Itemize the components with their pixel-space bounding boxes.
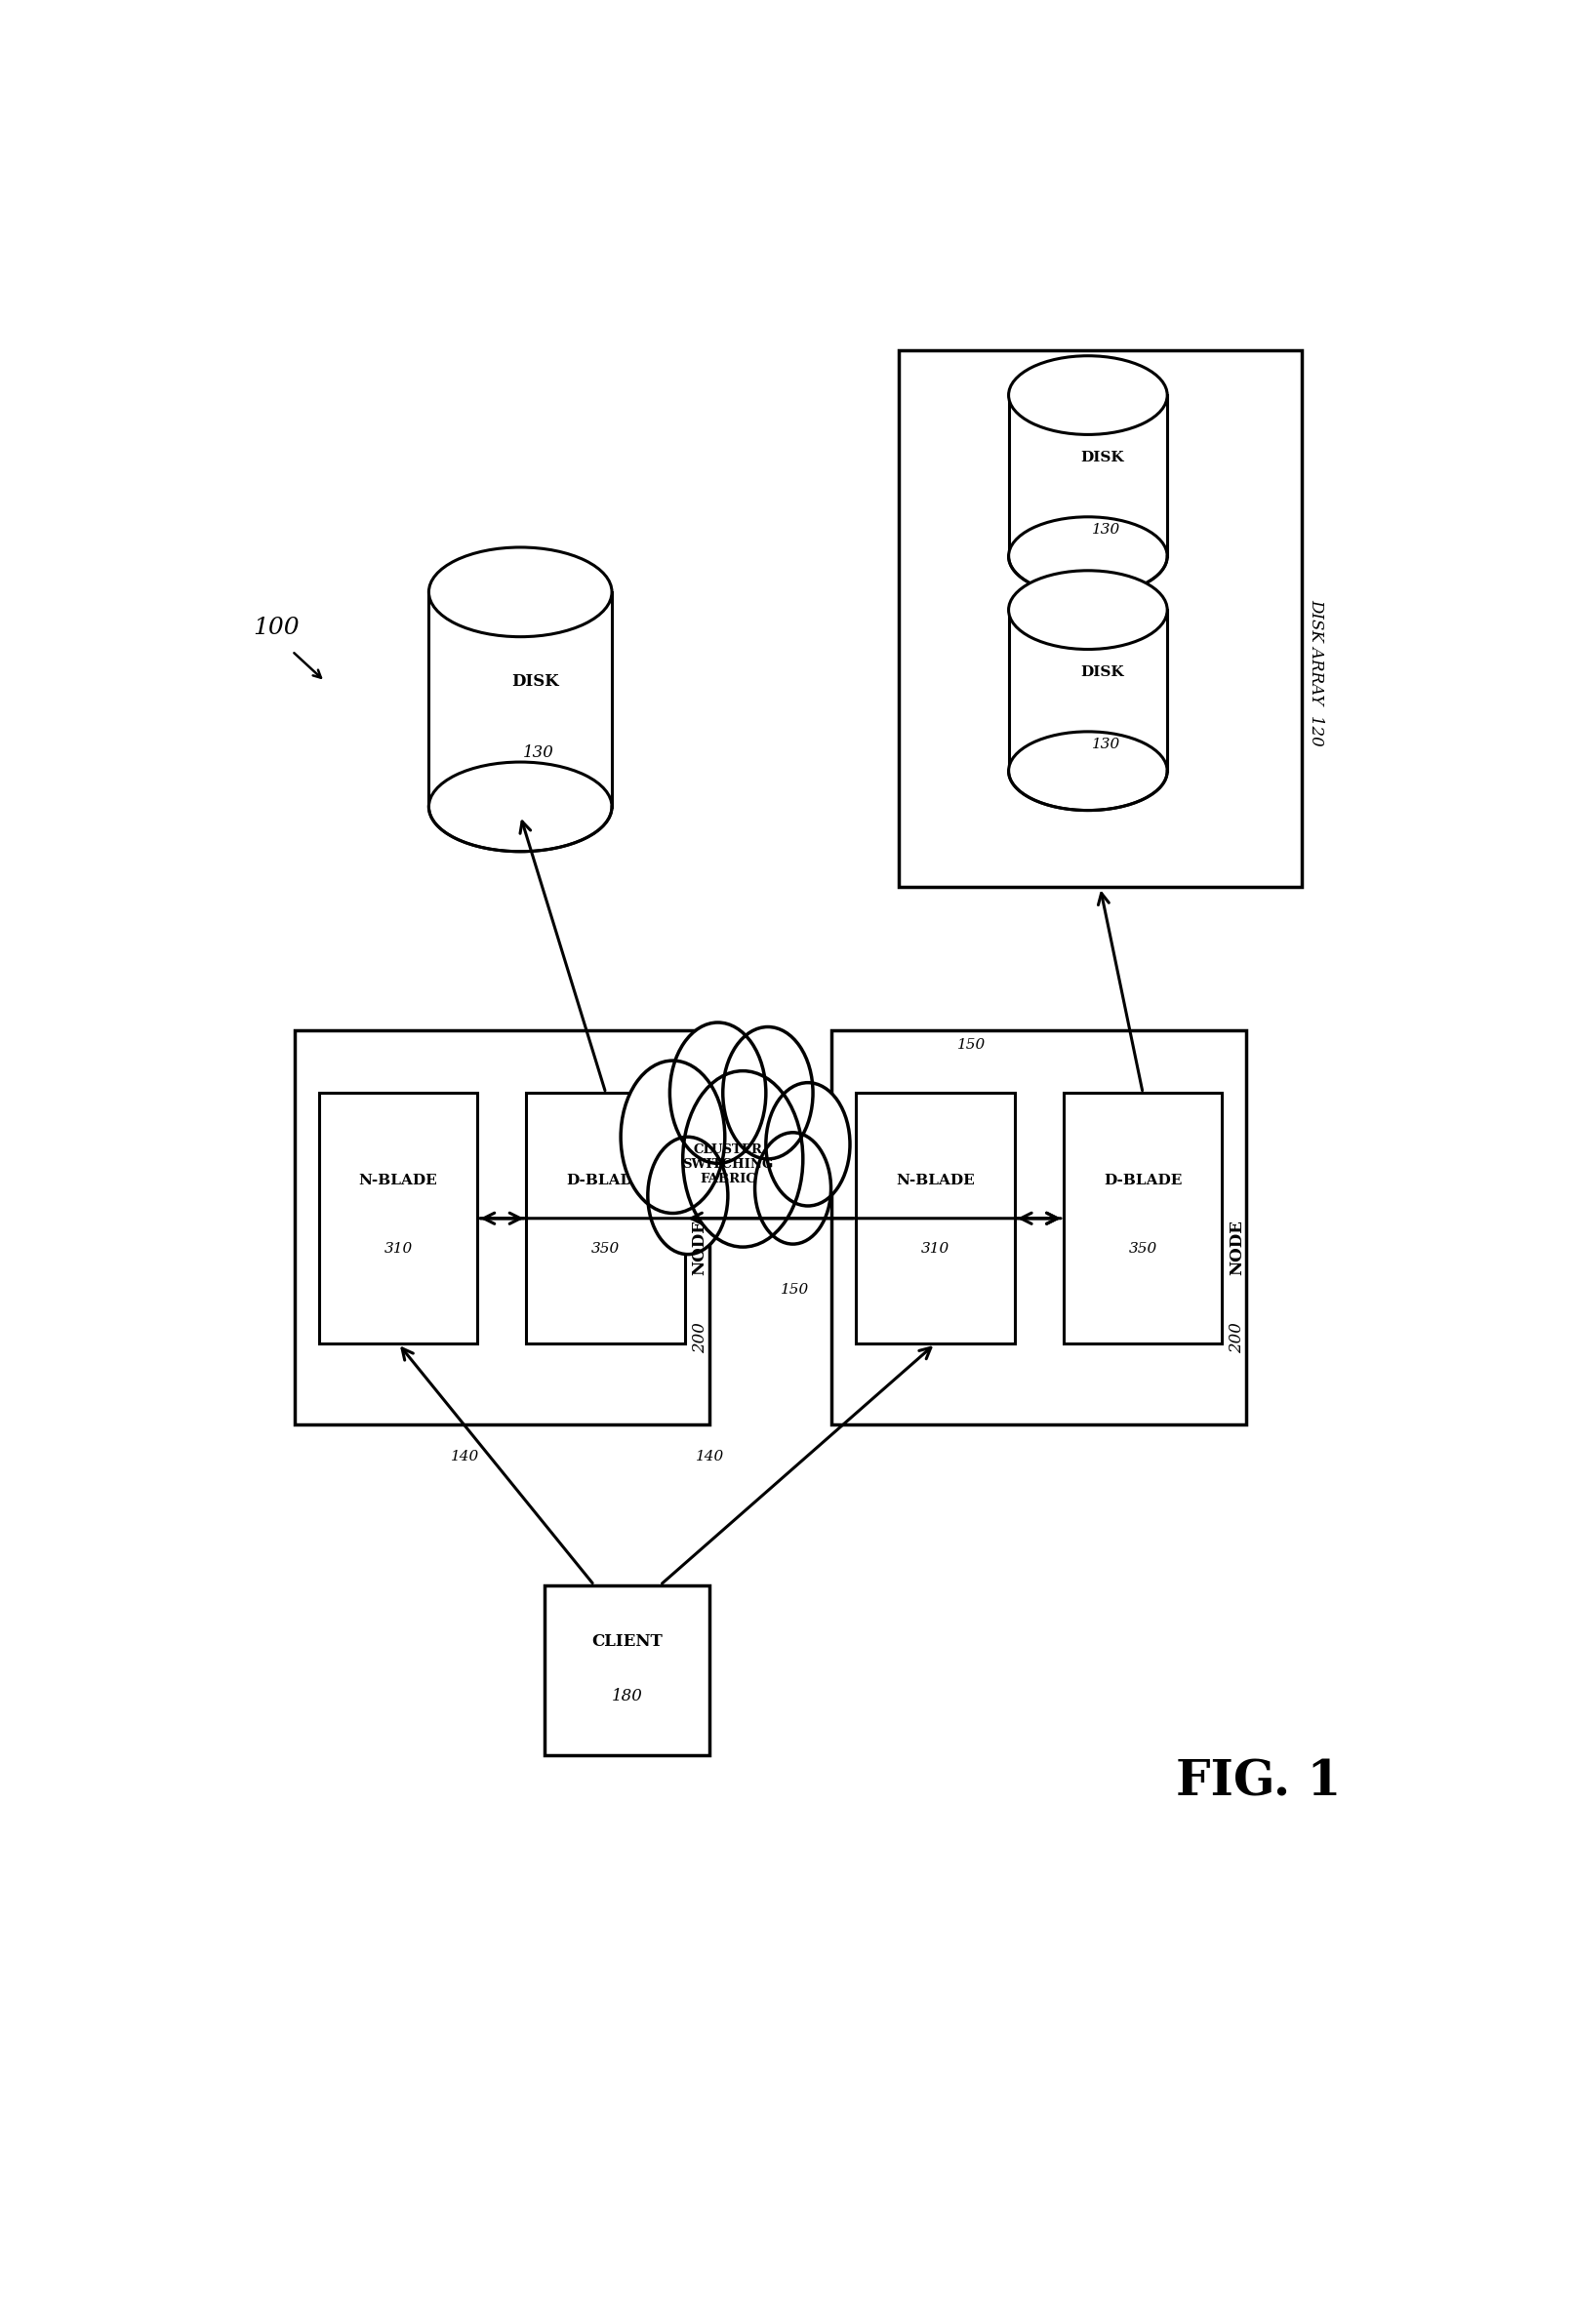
Text: 200: 200 [1228, 1322, 1246, 1353]
Ellipse shape [1008, 516, 1167, 595]
Text: DISK: DISK [1080, 665, 1125, 679]
Bar [526, 1092, 685, 1343]
Text: FIG. 1: FIG. 1 [1177, 1759, 1342, 1806]
Text: DISK: DISK [1080, 451, 1125, 465]
Text: 200: 200 [691, 1322, 709, 1353]
Text: 180: 180 [611, 1687, 643, 1703]
Ellipse shape [428, 762, 613, 851]
Text: D-BLADE: D-BLADE [1104, 1174, 1183, 1188]
Text: 130: 130 [1091, 737, 1120, 751]
Ellipse shape [1008, 732, 1167, 811]
Bar [1008, 609, 1167, 772]
Text: 140: 140 [450, 1450, 480, 1464]
Text: 130: 130 [1091, 523, 1120, 537]
Bar [1063, 1092, 1222, 1343]
Ellipse shape [428, 548, 613, 637]
Text: 350: 350 [1129, 1241, 1158, 1255]
Text: 310: 310 [921, 1241, 950, 1255]
Text: NODE: NODE [691, 1220, 709, 1276]
Circle shape [754, 1132, 832, 1243]
Text: 140: 140 [695, 1450, 724, 1464]
Bar [428, 593, 611, 806]
Text: N-BLADE: N-BLADE [896, 1174, 975, 1188]
Bar [857, 1092, 1014, 1343]
Text: 150: 150 [781, 1283, 810, 1297]
Circle shape [723, 1027, 813, 1160]
Bar [899, 351, 1301, 888]
Circle shape [669, 1023, 765, 1164]
Bar [318, 1092, 477, 1343]
Text: CLIENT: CLIENT [592, 1634, 663, 1650]
Text: 150: 150 [958, 1039, 986, 1050]
Ellipse shape [1008, 572, 1167, 648]
Bar [832, 1030, 1247, 1425]
Text: DISK ARRAY  120: DISK ARRAY 120 [1307, 600, 1325, 746]
Text: N-BLADE: N-BLADE [359, 1174, 438, 1188]
Text: NODE: NODE [1228, 1220, 1246, 1276]
Text: D-BLADE: D-BLADE [567, 1174, 646, 1188]
Text: CLUSTER
SWITCHING
FABRIC: CLUSTER SWITCHING FABRIC [682, 1143, 773, 1185]
Circle shape [684, 1071, 803, 1248]
Bar [295, 1030, 710, 1425]
Text: 100: 100 [254, 616, 299, 639]
Circle shape [621, 1060, 724, 1213]
Text: 310: 310 [384, 1241, 413, 1255]
Circle shape [765, 1083, 850, 1206]
Ellipse shape [1008, 356, 1167, 435]
Text: DISK: DISK [512, 674, 559, 690]
Text: 130: 130 [523, 744, 554, 762]
Bar [1008, 395, 1167, 555]
Text: 350: 350 [592, 1241, 621, 1255]
Bar [545, 1585, 710, 1755]
Circle shape [647, 1136, 728, 1255]
